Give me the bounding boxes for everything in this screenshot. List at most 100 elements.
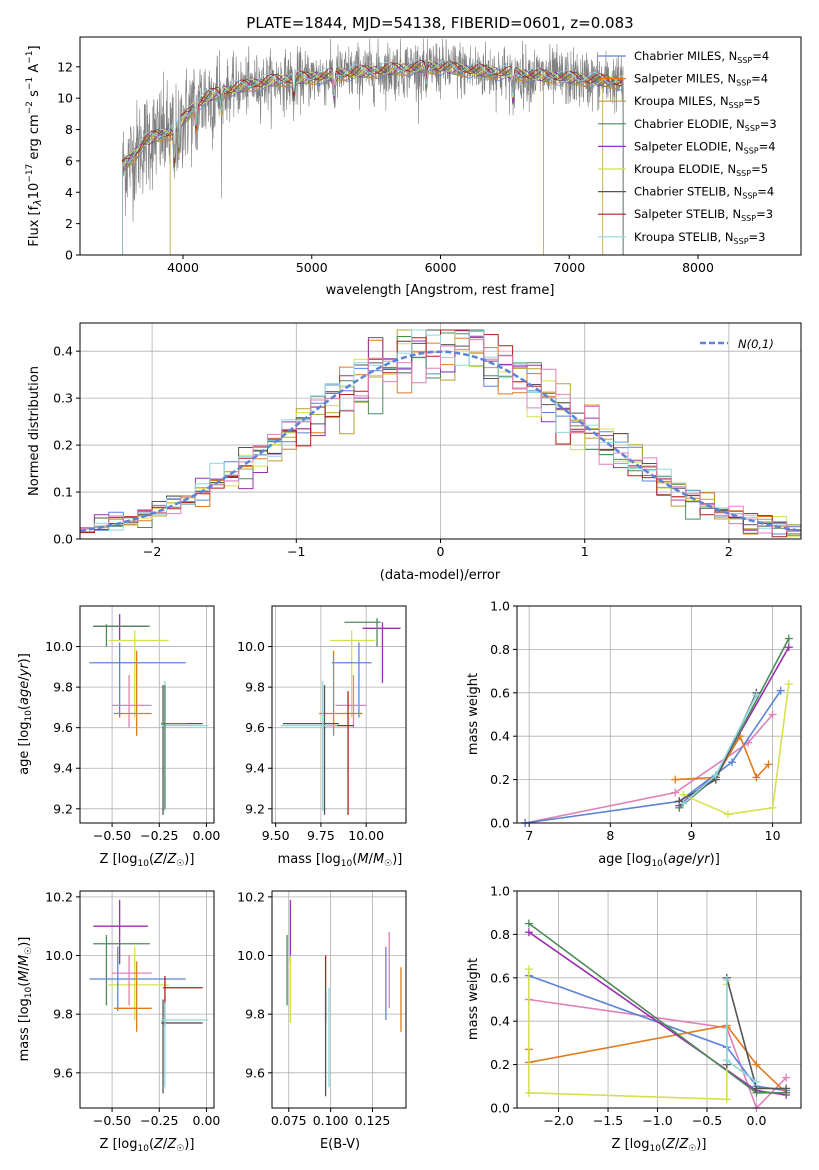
y-tick-label: 10.0 [45,948,73,963]
figure-title: PLATE=1844, MJD=54138, FIBERID=0601, z=0… [246,14,633,32]
mw-marker-kroupa_stelib [722,1056,731,1065]
mw-marker-salpeter_elodie [524,928,533,937]
errorbar-point-pink [112,955,152,1006]
y-tick-label: 9.6 [53,720,73,735]
gaussian-legend-label: N(0,1) [738,337,774,351]
x-tick-label: −2 [143,544,161,559]
x-tick-label: 2 [725,544,733,559]
y-tick-label: 0 [65,248,73,263]
y-tick-label: 12 [57,59,73,74]
errorbar-point-salpeter_elodie [362,622,401,684]
model-line-salpeter_miles [122,64,624,256]
x-tick-label: −0.50 [93,1113,131,1128]
x-tick-label: −1 [287,544,305,559]
mass-vs-Z-panel: −0.50 −0.25 0.00 9.6 9.8 10.0 10.2 Z [log10(Z/… [17,889,220,1154]
model-line-kroupa_elodie [122,61,624,256]
mw-marker-chabrier_elodie [524,919,533,928]
legend-nssp-value: =4 [757,185,774,199]
spectrum-ylabel: Flux [fλ10−17 erg cm−2 s−1 A−1] [25,45,44,246]
spectrum-legend: Chabrier MILES, NSSP=4 Salpeter MILES, NS… [598,49,777,246]
errorbar-point-kroupa_elodie [108,630,169,718]
errorbar-point-chabrier_stelib [161,685,203,815]
mw-vs-age-xlabel: age [log10(age/yr)] [598,852,720,869]
model-line-chabrier_miles [122,65,624,256]
x-tick-label: 1 [581,544,589,559]
age-vs-mass-xlabel: mass [log10(M/M☉)] [278,852,403,869]
mw-marker-kroupa_stelib [711,771,720,780]
y-tick-label: 0.2 [53,438,73,453]
residual-xlabel: (data-model)/error [380,568,501,583]
y-tick-label: 4 [65,185,73,200]
legend-nssp-value: =4 [752,49,769,63]
errorbar-point-salpeter_elodie [93,614,148,641]
y-tick-label: 0.0 [53,532,73,547]
y-tick-label: 9.6 [53,1065,73,1080]
mw-marker-chabrier_miles [728,758,737,767]
y-tick-label: 2 [65,216,73,231]
errorbar-point-chabrier_elodie [161,685,188,809]
mw-marker-kroupa_elodie [524,1088,533,1097]
mw-marker-salpeter_elodie [784,643,793,652]
histogram-pink [80,339,801,534]
mw-line-kroupa_elodie [682,683,790,816]
errorbar-point-chabrier_miles [89,946,186,1012]
mw-marker-chabrier_elodie [784,634,793,643]
y-tick-label: 9.8 [245,1007,265,1022]
x-tick-label: 0.00 [193,828,221,843]
mw-line-pink [524,713,774,824]
model-line-kroupa_stelib [122,59,624,256]
legend-nssp-value: =3 [760,117,777,131]
legend-subscript: SSP [736,79,751,88]
spectrum-xlabel: wavelength [Angstrom, rest frame] [326,283,555,298]
y-tick-label: 10.2 [237,889,265,904]
y-tick-label: 8 [65,122,73,137]
histogram-kroupa_stelib [80,329,801,531]
errorbar-point-chabrier_stelib [161,999,203,1094]
mw-marker-pink [782,1073,791,1082]
x-tick-label: 10.00 [348,828,384,843]
legend-nssp-value: =4 [751,72,768,86]
y-tick-label: 1.0 [490,884,510,899]
x-tick-label: 6000 [425,260,457,275]
y-tick-label: 0.6 [490,685,510,700]
x-tick-label: 9.50 [262,828,290,843]
errorbar-point-chabrier_elodie [93,934,150,1006]
y-tick-label: 10.0 [237,639,265,654]
errorbar-point-kroupa_stelib [161,681,209,811]
mw-marker-pink [768,710,777,719]
x-tick-label: −0.5 [692,1113,722,1128]
model-line-kroupa_miles [122,64,624,256]
y-tick-label: 10.0 [237,948,265,963]
y-tick-label: 0.0 [490,1101,510,1116]
x-tick-label: 4000 [167,260,199,275]
x-tick-label: 0.00 [193,1113,221,1128]
legend-subscript: SSP [729,101,744,110]
x-tick-label: 5000 [296,260,328,275]
errorbar-point-pink [112,674,152,728]
legend-label-salpeter_miles: Salpeter MILES, NSSP=4 [634,72,768,88]
y-tick-label: 9.4 [245,761,265,776]
y-tick-label: 9.4 [53,761,73,776]
mw-vs-Z-xlabel: Z [log10(Z/Z☉)] [612,1137,707,1154]
y-tick-label: 0.3 [53,391,73,406]
mw-line-chabrier_miles [524,690,782,824]
mw-marker-kroupa_stelib [752,690,761,699]
mw-marker-salpeter_miles [752,1060,761,1069]
mw-marker-kroupa_elodie [768,803,777,812]
x-tick-label: −1.0 [642,1113,672,1128]
y-tick-label: 0.2 [490,772,510,787]
y-tick-label: 10 [57,91,73,106]
x-tick-label: 8000 [682,260,714,275]
age-vs-mass-panel: 9.50 9.75 10.00 9.2 9.4 9.6 9.8 10.0 mass [log1… [237,605,407,869]
y-tick-label: 9.2 [245,801,265,816]
errorbar-point-kroupa_elodie [329,630,376,718]
mw-vs-age-panel: 7 8 9 10 0.0 0.2 0.4 0.6 0.8 1.0 age [log10(age/y… [466,599,802,869]
x-tick-label: −1.5 [593,1113,623,1128]
y-tick-label: 9.6 [245,1065,265,1080]
errorbar-point-chabrier_elodie [344,618,381,647]
mw-marker-kroupa_stelib [752,1077,761,1086]
mw-marker-kroupa_elodie [723,810,732,819]
y-tick-label: 0.1 [53,485,73,500]
model-line-salpeter_stelib [122,59,624,256]
model-line-chabrier_elodie [122,63,624,256]
